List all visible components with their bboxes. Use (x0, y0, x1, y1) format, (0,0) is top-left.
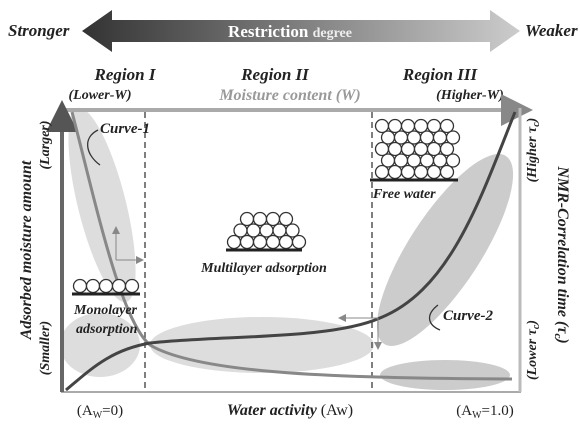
monolayer-label: Monolayer (73, 303, 138, 318)
diagram: Stronger Weaker Restriction degree Regio… (0, 0, 580, 429)
molecule (286, 224, 299, 237)
region-subtitle: (Higher-W) (436, 88, 504, 103)
molecule (293, 236, 306, 249)
free-water-molecules (376, 120, 460, 179)
molecule (260, 224, 273, 237)
molecule (441, 120, 454, 133)
molecule (126, 280, 139, 293)
aw-end: (AW=1.0) (456, 403, 514, 421)
molecule (428, 120, 441, 133)
molecule (280, 236, 293, 249)
right-axis-bottom: (Lower τc) (525, 320, 542, 380)
molecule (247, 224, 260, 237)
region-subtitle: (Lower-W) (69, 88, 132, 103)
molecule (267, 213, 280, 226)
region-title: Region III (402, 65, 479, 84)
stronger: Stronger (8, 21, 70, 40)
molecule (254, 213, 267, 226)
left-axis-bottom: (Smaller) (38, 321, 53, 375)
left-axis-title: Adsorbed moisture amount (18, 160, 35, 340)
molecule (100, 280, 113, 293)
free-water-label: Free water (372, 187, 436, 202)
molecule (267, 236, 280, 249)
molecule (228, 236, 241, 249)
aw-start: (AW=0) (77, 403, 123, 421)
weaker: Weaker (525, 21, 578, 40)
molecule (273, 224, 286, 237)
molecule (389, 120, 402, 133)
bottom-axis-label: Water activity (Aw) (227, 402, 353, 419)
molecule (241, 236, 254, 249)
molecule (376, 120, 389, 133)
region-title: Region II (240, 65, 310, 84)
molecule (280, 213, 293, 226)
right-axis-top: (Higher τc) (525, 118, 542, 183)
molecule (415, 120, 428, 133)
curve-1-label: Curve-1 (100, 121, 150, 137)
region-ellipse (150, 317, 374, 373)
molecule (402, 120, 415, 133)
molecule (87, 280, 100, 293)
molecule (241, 213, 254, 226)
right-axis-title: NMR-Correlation time (τc) (552, 165, 571, 343)
molecule (254, 236, 267, 249)
multilayer-molecules (228, 213, 306, 249)
moisture-axis-label: Moisture content (W) (218, 87, 360, 104)
curve-2-label: Curve-2 (443, 308, 493, 324)
monolayer-molecules (74, 280, 139, 293)
left-axis-top: (Larger) (38, 121, 53, 170)
molecule (113, 280, 126, 293)
region-ellipse (380, 360, 510, 390)
molecule (74, 280, 87, 293)
monolayer-label: adsorption (76, 322, 138, 337)
multilayer-label: Multilayer adsorption (200, 261, 327, 276)
molecule (234, 224, 247, 237)
region-title: Region I (94, 65, 157, 84)
